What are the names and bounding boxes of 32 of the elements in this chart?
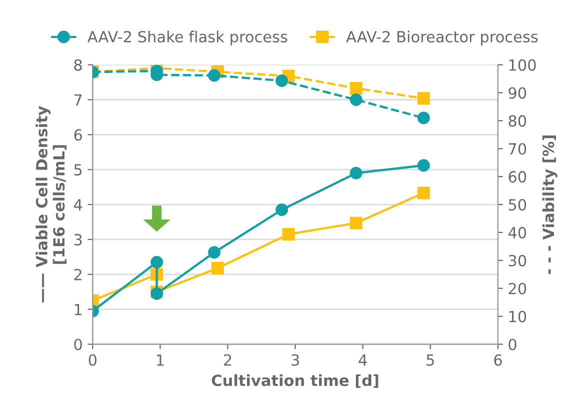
x-tick-label: 3 bbox=[292, 354, 299, 366]
y-tick-label: 2 bbox=[74, 268, 82, 280]
legend-label: AAV-2 Bioreactor process bbox=[346, 30, 538, 46]
y2-tick-label: 60 bbox=[508, 171, 526, 183]
y2-tick-label: 90 bbox=[508, 87, 526, 99]
y-tick-label: 1 bbox=[74, 304, 82, 316]
x-tick-label: 0 bbox=[88, 354, 96, 366]
y2-tick-label: 0 bbox=[508, 338, 516, 350]
y2-tick-label: 70 bbox=[508, 143, 526, 155]
y-tick-label: 3 bbox=[74, 234, 82, 246]
y2-tick-label: 80 bbox=[508, 115, 526, 127]
y2-tick-label: 20 bbox=[508, 282, 526, 294]
y-tick-label: 4 bbox=[74, 199, 82, 210]
y-axis-title: —— Viable Cell Density [1E6 cells/mL] bbox=[36, 106, 66, 303]
y2-tick-label: 100 bbox=[509, 59, 536, 71]
x-tick-label: 6 bbox=[494, 354, 502, 366]
y-tick-label: 8 bbox=[74, 59, 82, 71]
y2-tick-label: 30 bbox=[508, 254, 526, 266]
y-tick-label: 0 bbox=[74, 338, 82, 350]
y-tick-label: 5 bbox=[74, 164, 82, 176]
x-tick-label: 4 bbox=[358, 354, 367, 366]
x-tick-label: 5 bbox=[426, 354, 434, 366]
y2-tick-label: 10 bbox=[509, 310, 526, 322]
x-tick-label: 2 bbox=[224, 354, 232, 366]
y2-axis-title: - - - Viability [%] bbox=[542, 136, 558, 274]
y2-tick-label: 40 bbox=[508, 226, 526, 238]
y-tick-label: 7 bbox=[74, 94, 82, 106]
y2-tick-label: 50 bbox=[508, 198, 526, 211]
x-axis-title: Cultivation time [d] bbox=[212, 374, 378, 388]
legend-label: AAV-2 Shake flask process bbox=[87, 30, 288, 46]
x-tick-label: 1 bbox=[157, 354, 164, 366]
y-tick-label: 6 bbox=[74, 129, 82, 141]
